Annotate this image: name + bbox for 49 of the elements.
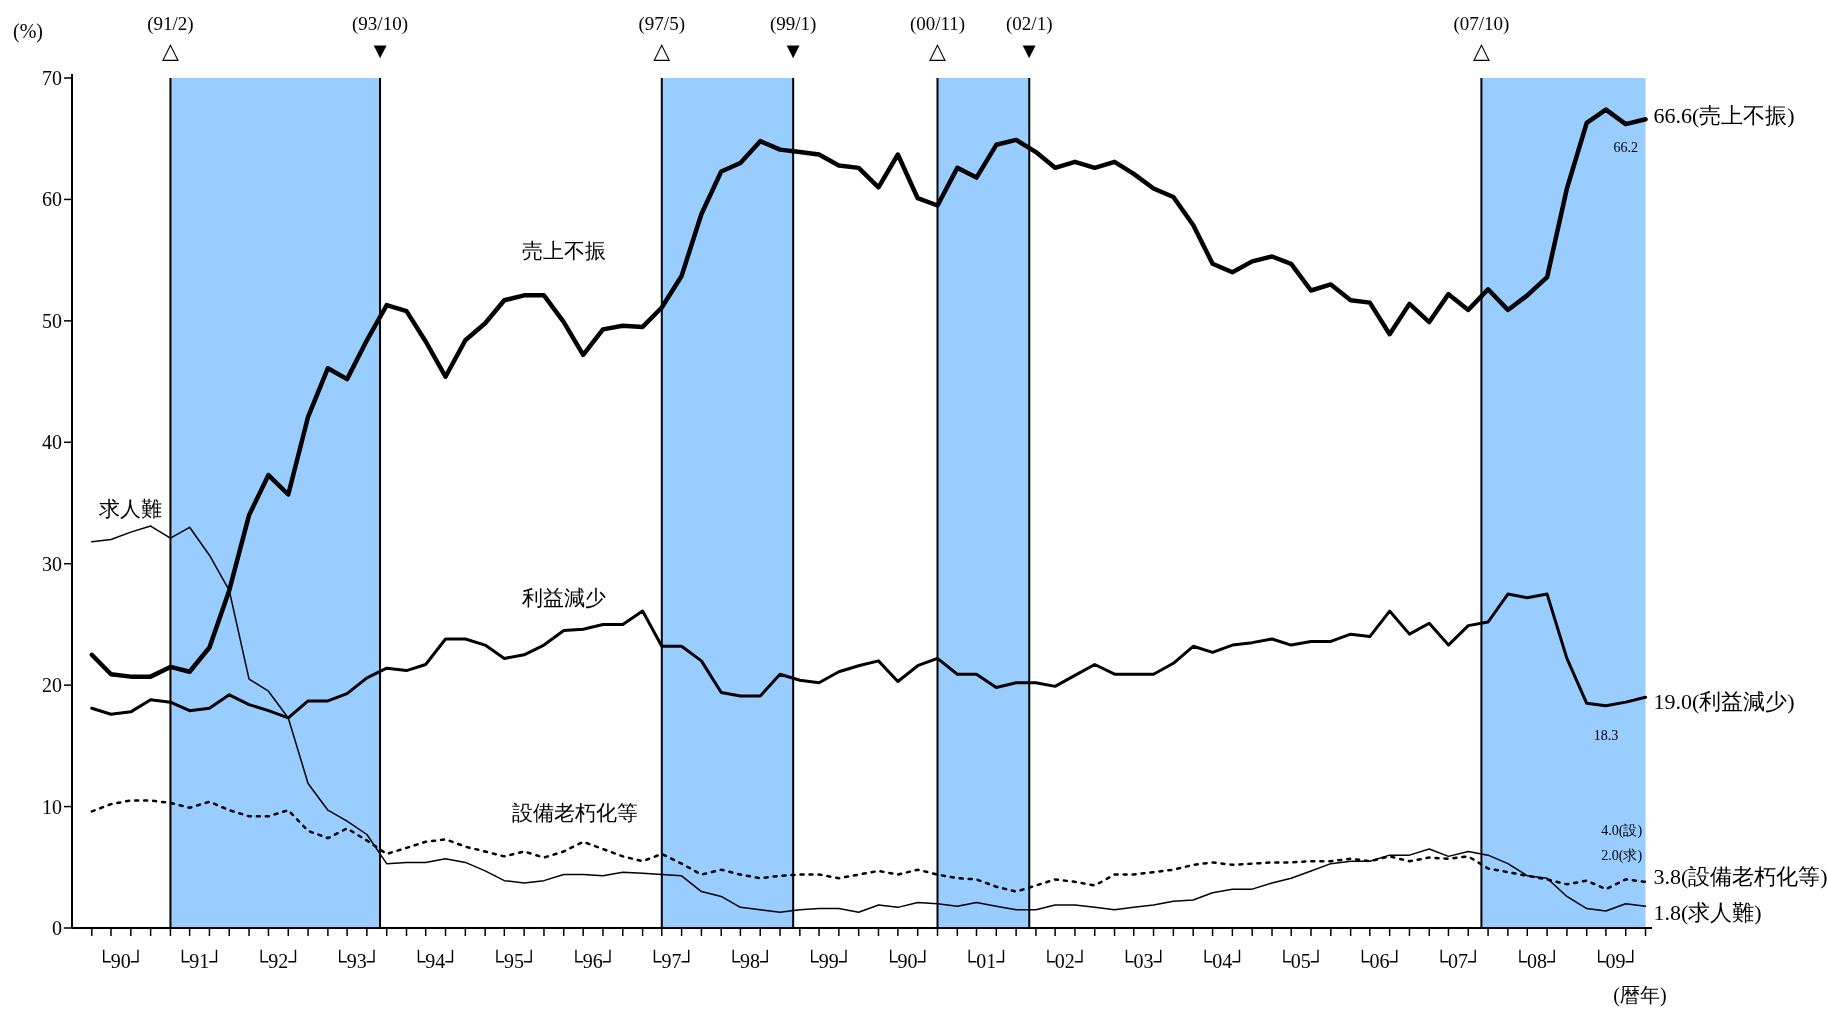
x-tick-label: └02┘ xyxy=(1040,949,1089,972)
x-tick-label: └04┘ xyxy=(1198,949,1247,972)
y-axis-title: (%) xyxy=(13,20,43,43)
y-tick-label: 20 xyxy=(42,674,62,697)
x-tick-label: └05┘ xyxy=(1276,949,1326,972)
x-tick-label: └96┘ xyxy=(568,949,618,972)
ref-line-label: (91/2) △ xyxy=(147,13,194,63)
x-axis-title: (暦年) xyxy=(1613,984,1667,1007)
x-tick-label: └06┘ xyxy=(1355,949,1404,972)
x-tick-label: └93┘ xyxy=(332,949,381,972)
series-label: 売上不振 xyxy=(521,239,606,264)
x-tick-label: └98┘ xyxy=(725,949,775,972)
y-tick-label: 50 xyxy=(42,309,62,332)
x-tick-label: └99┘ xyxy=(804,949,853,972)
x-tick-label: └03┘ xyxy=(1119,949,1168,972)
ref-line-label: (07/10) △ xyxy=(1453,13,1510,63)
annotation: 3.8(設備老朽化等) xyxy=(1653,863,1827,889)
ref-line-label: (93/10) ▼ xyxy=(352,13,408,63)
annotation: 4.0(設) xyxy=(1601,823,1643,840)
annotation: 2.0(求) xyxy=(1601,847,1643,864)
x-tick-label: └09┘ xyxy=(1591,949,1640,972)
annotation: 19.0(利益減少) xyxy=(1653,689,1795,715)
x-tick-label: └92┘ xyxy=(253,949,303,972)
ref-line-label: (99/1) ▼ xyxy=(769,13,817,63)
x-tick-label: └08┘ xyxy=(1512,949,1562,972)
series-label: 求人難 xyxy=(99,497,163,522)
ref-line-label: (97/5) △ xyxy=(638,13,685,63)
x-tick-label: └91┘ xyxy=(175,949,224,972)
x-tick-label: └95┘ xyxy=(489,949,539,972)
ref-line-label: (02/1) ▼ xyxy=(1006,13,1053,63)
y-tick-label: 10 xyxy=(42,795,62,818)
x-tick-label: └94┘ xyxy=(411,949,460,972)
x-tick-label: └97┘ xyxy=(647,949,696,972)
y-tick-label: 30 xyxy=(42,552,62,575)
series-label: 設備老朽化等 xyxy=(512,800,639,825)
annotation: 66.6(売上不振) xyxy=(1653,103,1795,129)
annotation: 66.2 xyxy=(1613,140,1638,156)
x-tick-label: └01┘ xyxy=(962,949,1011,972)
y-tick-label: 0 xyxy=(52,917,62,939)
y-tick-label: 70 xyxy=(42,67,62,89)
series-label: 利益減少 xyxy=(521,585,606,610)
x-tick-label: └07┘ xyxy=(1433,949,1483,972)
y-tick-label: 60 xyxy=(42,188,62,211)
x-tick-label: └90┘ xyxy=(883,949,932,972)
x-tick-label: └90┘ xyxy=(96,949,145,972)
annotation: 1.8(求人難) xyxy=(1653,900,1762,926)
annotation: 18.3 xyxy=(1593,727,1619,743)
ref-line-label: (00/11) △ xyxy=(909,13,966,63)
y-tick-label: 40 xyxy=(42,431,62,454)
